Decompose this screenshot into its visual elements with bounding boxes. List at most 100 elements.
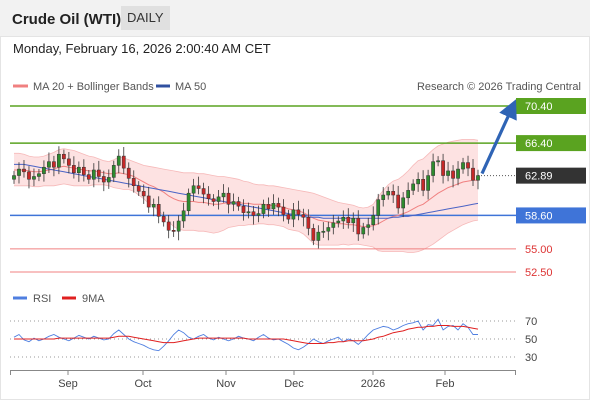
ma20-legend-label: MA 20 + Bollinger Bands (33, 81, 154, 93)
candle (221, 184, 226, 203)
candle (67, 151, 71, 174)
candle (386, 186, 391, 200)
x-tick-label: Nov (216, 378, 236, 390)
candle (411, 179, 415, 196)
bollinger-lower-line (14, 183, 479, 253)
candle (436, 156, 440, 167)
candle (161, 211, 166, 227)
candle (276, 197, 281, 217)
candle (286, 209, 291, 224)
candle (246, 202, 251, 219)
rsi-level-label-50: 50 (525, 334, 537, 346)
candle (12, 170, 16, 184)
candle (96, 160, 101, 183)
candle (266, 197, 271, 217)
candle (256, 205, 261, 223)
candle (111, 160, 116, 183)
candle (396, 185, 401, 214)
candle (326, 221, 331, 241)
candle (346, 208, 351, 229)
candle (91, 163, 96, 188)
header-bar: Crude Oil (WTI) DAILY (0, 0, 590, 36)
candle (176, 215, 181, 241)
candle (181, 202, 186, 228)
ma50-legend-label: MA 50 (175, 81, 206, 93)
candle (57, 146, 61, 175)
x-tick-label: Sep (58, 378, 78, 390)
candle (366, 217, 371, 236)
candle (156, 196, 161, 224)
candle (376, 193, 381, 225)
candle (431, 153, 435, 183)
candle (381, 187, 386, 207)
candle (451, 165, 455, 188)
candle (32, 168, 36, 187)
ma50-line (14, 163, 479, 219)
candle (126, 162, 131, 188)
candle (226, 187, 231, 214)
candle (271, 194, 276, 215)
candle (231, 193, 236, 212)
candle (341, 210, 346, 229)
bollinger-upper-line (14, 139, 479, 209)
projection-arrow (480, 99, 517, 175)
rsi-line (13, 318, 478, 352)
candle (446, 161, 450, 182)
projection-arrow-layer (480, 99, 517, 175)
x-axis-ticks: Sep Oct Nov Dec 2026 Feb (10, 370, 516, 390)
candle (101, 170, 106, 192)
candle (351, 212, 356, 232)
candle (62, 149, 66, 164)
x-tick-label: Dec (284, 378, 304, 390)
candle (476, 169, 480, 190)
x-tick-label: 2026 (361, 378, 385, 390)
candle (311, 223, 316, 246)
candle (191, 178, 196, 202)
candle (22, 159, 26, 178)
candle (461, 157, 465, 174)
candle (166, 215, 171, 239)
candles-layer (12, 146, 480, 249)
rsi-level-label-70: 70 (525, 316, 537, 328)
candle (406, 182, 411, 205)
rsi-level-label-30: 30 (525, 352, 537, 364)
candle (186, 188, 191, 216)
candle (171, 221, 176, 237)
bollinger-band-layer (14, 139, 479, 253)
last-price-label: 62.89 (525, 171, 553, 183)
candle (291, 203, 296, 228)
candle (131, 170, 136, 193)
candle (121, 146, 126, 174)
candle (141, 184, 146, 204)
timeframe-button[interactable]: DAILY (121, 6, 170, 30)
candle (37, 169, 41, 182)
x-tick-label: Oct (134, 378, 151, 390)
level-label-66.40: 66.40 (525, 138, 553, 150)
candle (261, 199, 266, 219)
candle (361, 222, 366, 239)
candle (331, 214, 336, 235)
candle (236, 196, 241, 211)
candle (441, 153, 445, 184)
candle (47, 152, 51, 173)
candle (77, 161, 81, 182)
resistance-tag-66.40 (516, 135, 586, 152)
candle (426, 169, 430, 200)
candle (321, 222, 326, 238)
candle (421, 170, 425, 197)
candle (301, 208, 306, 227)
candle (371, 206, 376, 231)
candle (391, 184, 396, 204)
candle (86, 169, 91, 184)
candle (306, 209, 311, 236)
level-label-52.50: 52.50 (525, 267, 553, 279)
candle (336, 216, 341, 228)
rsi-ma9-line (14, 325, 479, 344)
candle (456, 161, 460, 186)
candle (116, 149, 121, 174)
candle (206, 186, 211, 206)
ma20-line (14, 165, 478, 228)
rsi-panel: 70 50 30 (10, 316, 537, 364)
candle (42, 160, 46, 182)
